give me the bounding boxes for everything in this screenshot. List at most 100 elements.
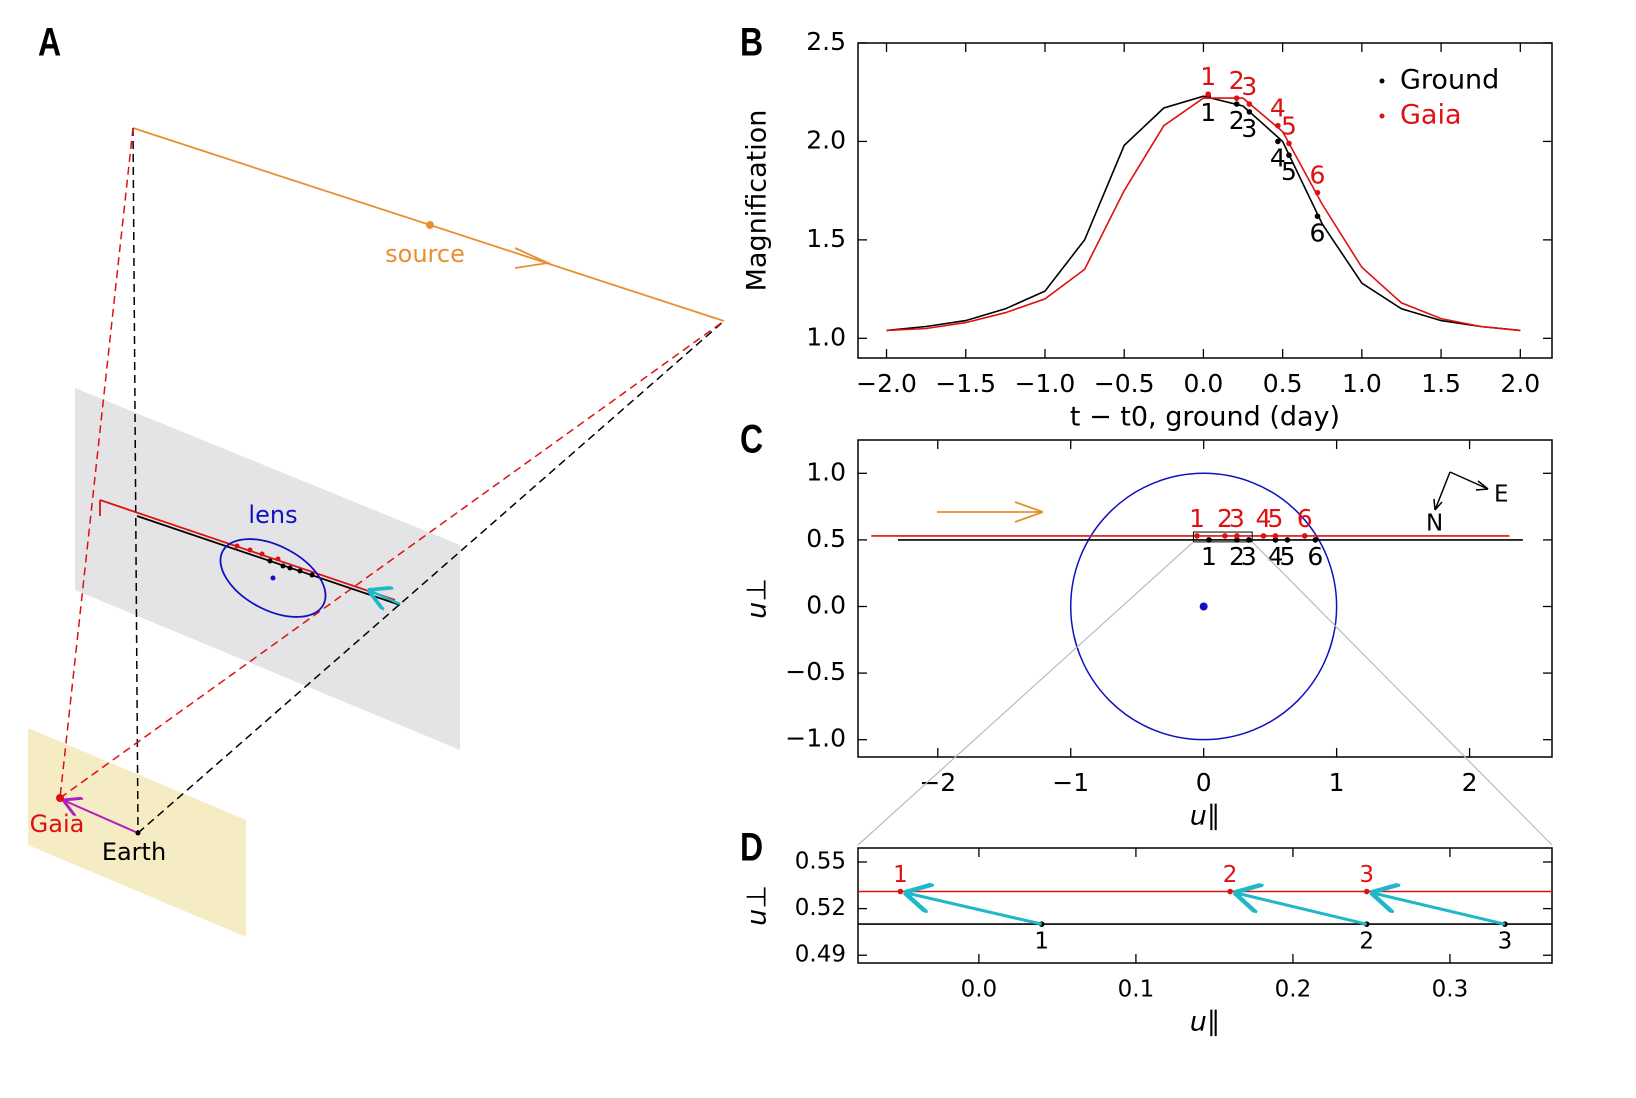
point-label: 4 xyxy=(1256,504,1272,533)
motion-head xyxy=(1014,501,1044,523)
point-label: 3 xyxy=(1498,929,1513,955)
data-point xyxy=(1275,138,1281,145)
point-label: 3 xyxy=(1241,542,1257,571)
panel-letter: A xyxy=(38,19,61,64)
point-label: 2 xyxy=(1223,862,1238,888)
earth-dot xyxy=(135,830,141,836)
ground-dots xyxy=(267,558,315,578)
x-tick-label: 1 xyxy=(1329,768,1345,797)
point-label: 4 xyxy=(1270,94,1286,123)
x-tick-label: 0.5 xyxy=(1263,369,1303,398)
point-label: 5 xyxy=(1279,542,1295,571)
data-point xyxy=(1246,537,1252,543)
data-point xyxy=(1246,101,1253,107)
y-tick-label: 0.55 xyxy=(795,848,846,874)
y-tick-label: 2.0 xyxy=(806,125,846,154)
data-point xyxy=(1205,91,1211,97)
lens-label: lens xyxy=(248,501,297,529)
point-label: 3 xyxy=(1241,114,1257,143)
gaia-dot xyxy=(56,794,64,802)
lens-point xyxy=(1199,602,1208,611)
point-label: 6 xyxy=(1310,161,1326,190)
compass-head xyxy=(1475,480,1489,491)
point-label: 1 xyxy=(1034,929,1049,955)
point-label: 2 xyxy=(1217,504,1233,533)
panel-letter: B xyxy=(740,19,763,64)
plot-frame xyxy=(857,439,1553,758)
data-point xyxy=(1314,213,1321,220)
point-label: 1 xyxy=(1189,504,1205,533)
point-label: 2 xyxy=(1229,542,1245,571)
legend-label: Gaia xyxy=(1400,100,1462,131)
compass-arrow xyxy=(1434,471,1451,511)
point-label: 1 xyxy=(1201,542,1217,571)
source-label: source xyxy=(385,240,465,268)
x-tick-label: 0.3 xyxy=(1432,977,1469,1003)
point-label: 3 xyxy=(1229,504,1245,533)
data-point xyxy=(1284,537,1291,543)
compass-label: E xyxy=(1494,482,1509,508)
data-point xyxy=(1272,533,1279,539)
dashed-line xyxy=(59,127,134,799)
y-tick-label: 0.49 xyxy=(795,942,846,968)
data-point xyxy=(1234,533,1240,539)
einstein-ring xyxy=(219,538,327,618)
gaia-label: Gaia xyxy=(30,810,85,838)
point-label: 4 xyxy=(1270,143,1286,172)
x-tick-label: 0.0 xyxy=(961,977,998,1003)
y-axis-label: u⊥ xyxy=(742,885,773,926)
point-label: 1 xyxy=(1200,62,1216,91)
data-point xyxy=(1206,537,1212,543)
series-line xyxy=(886,95,1521,332)
plot-frame xyxy=(857,847,1553,964)
y-axis-label: Magnification xyxy=(742,110,773,292)
y-axis-label: u⊥ xyxy=(742,578,773,619)
einstein-ring xyxy=(1069,472,1338,741)
data-point xyxy=(1314,189,1321,196)
data-point xyxy=(1233,101,1240,107)
data-point xyxy=(1363,888,1370,895)
compass-head xyxy=(1433,498,1443,511)
x-tick-label: −0.5 xyxy=(1094,369,1155,398)
compass-arrow xyxy=(1449,471,1489,490)
x-tick-label: 2 xyxy=(1462,768,1478,797)
data-point xyxy=(1275,122,1281,129)
point-label: 1 xyxy=(1200,98,1216,127)
x-tick-label: −1.0 xyxy=(1015,369,1076,398)
x-tick-label: 0.1 xyxy=(1118,977,1155,1003)
x-tick-label: 2.0 xyxy=(1500,369,1540,398)
x-tick-label: 0 xyxy=(1196,768,1212,797)
data-point xyxy=(1222,533,1228,539)
point-label: 2 xyxy=(1359,929,1374,955)
x-axis-label: t − t0, ground (day) xyxy=(1070,402,1340,433)
point-label: 6 xyxy=(1307,542,1323,571)
data-point xyxy=(1233,95,1240,101)
data-point xyxy=(1272,537,1279,543)
legend-marker xyxy=(1379,78,1385,84)
data-point xyxy=(1260,533,1267,539)
point-label: 3 xyxy=(1241,72,1257,101)
zoom-connector xyxy=(857,541,1194,846)
plot-frame xyxy=(857,42,1553,359)
x-tick-label: −1.5 xyxy=(935,369,996,398)
y-tick-label: 1.0 xyxy=(806,322,846,351)
point-label: 2 xyxy=(1229,66,1245,95)
y-tick-label: 0.5 xyxy=(806,524,846,553)
data-point xyxy=(1286,140,1292,147)
x-tick-label: 0.2 xyxy=(1275,977,1312,1003)
point-label: 5 xyxy=(1281,111,1297,140)
parallax-arrow xyxy=(1234,893,1368,926)
y-tick-label: −1.0 xyxy=(785,724,846,753)
x-tick-label: 0.0 xyxy=(1184,369,1224,398)
data-point xyxy=(1234,537,1240,543)
x-tick-label: 1.0 xyxy=(1342,369,1382,398)
parallax-arrow xyxy=(368,590,401,604)
data-point xyxy=(1312,537,1319,543)
point-label: 6 xyxy=(1297,504,1313,533)
series-line xyxy=(886,97,1521,332)
source-dot xyxy=(426,221,434,229)
point-label: 3 xyxy=(1359,862,1374,888)
data-point xyxy=(897,888,904,895)
dashed-line xyxy=(59,320,725,799)
